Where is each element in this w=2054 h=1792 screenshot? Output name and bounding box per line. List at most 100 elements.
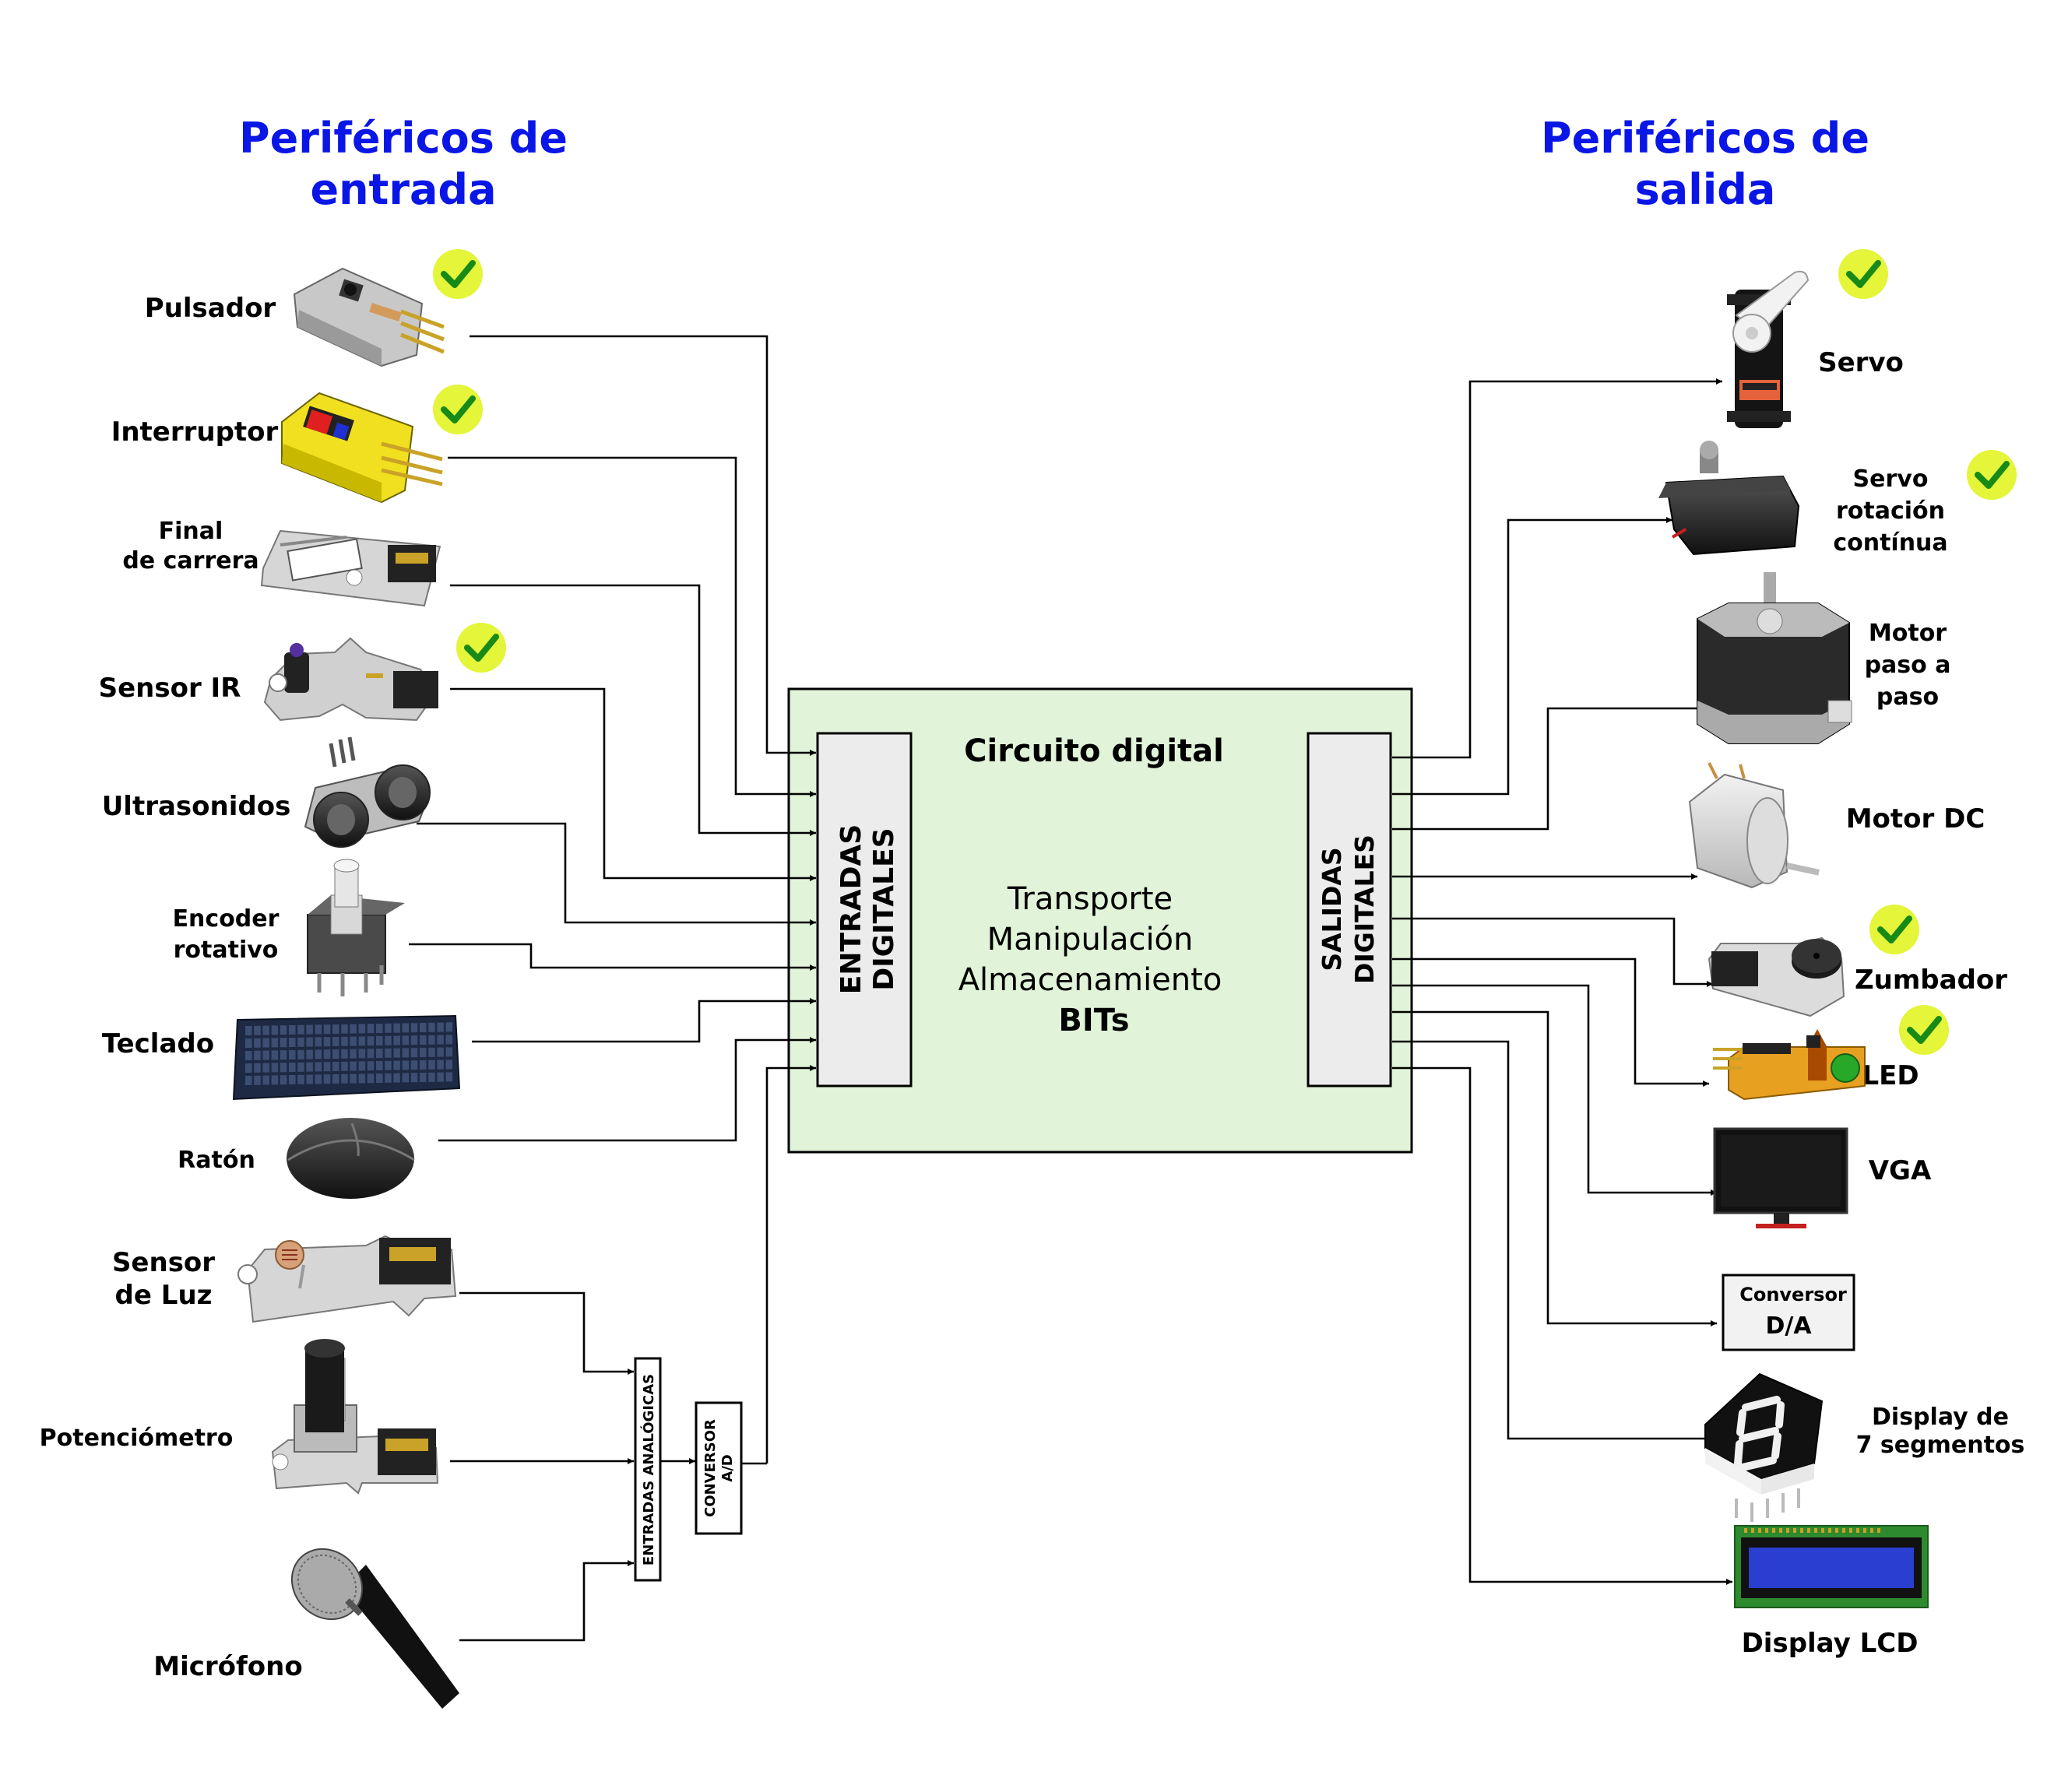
- analog-inputs-block: ENTRADAS ANALÓGICAS: [634, 1357, 662, 1582]
- keyboard-key: [289, 1025, 296, 1035]
- check-icon-servo-continuo: [1967, 450, 2017, 500]
- keyboard-key: [289, 1063, 296, 1072]
- digital-circuit-block: ENTRADAS DIGITALES SALIDAS DIGITALES Cir…: [787, 687, 1413, 1154]
- keyboard-key: [367, 1024, 375, 1034]
- keyboard-key: [410, 1060, 418, 1070]
- keyboard-key: [323, 1062, 331, 1072]
- label-stepper-line-1: Motor: [1869, 620, 1947, 647]
- light-sensor-module-icon: [237, 1235, 457, 1323]
- digital-inputs-box: [816, 732, 913, 1087]
- label-microfono: Micrófono: [153, 1651, 302, 1682]
- keyboard-key: [428, 1059, 435, 1070]
- keyboard-key: [280, 1075, 287, 1085]
- label-servo-cont-line-3: contínua: [1833, 529, 1947, 557]
- keyboard-key: [350, 1036, 357, 1046]
- stepper-motor-icon: [1697, 572, 1852, 744]
- dc-motor-icon: [1688, 762, 1820, 889]
- keyboard-key: [410, 1035, 418, 1045]
- keyboard-key: [437, 1072, 444, 1082]
- label-final-line-2: de carrera: [122, 547, 259, 574]
- check-icon-zumbador: [1869, 905, 1919, 954]
- keyboard-key: [332, 1074, 339, 1084]
- keyboard-key: [262, 1075, 269, 1085]
- keyboard-key: [428, 1022, 435, 1032]
- keyboard-key: [315, 1024, 322, 1035]
- output-wires: [1392, 378, 1732, 1585]
- keyboard-key: [280, 1038, 287, 1048]
- keyboard-key: [385, 1048, 392, 1058]
- keyboard-key: [402, 1035, 410, 1045]
- circuit-line-almacenamiento: Almacenamiento: [958, 962, 1222, 998]
- keyboard-key: [271, 1050, 279, 1060]
- keyboard-key: [358, 1024, 366, 1034]
- label-ultrasonidos: Ultrasonidos: [102, 791, 291, 822]
- keyboard-key: [332, 1049, 339, 1059]
- inputs-heading-line-2: entrada: [310, 165, 496, 214]
- keyboard-key: [332, 1037, 339, 1046]
- label-sensor-luz-line-1: Sensor: [112, 1247, 215, 1278]
- keyboard-key: [297, 1024, 304, 1035]
- keyboard-key: [428, 1072, 435, 1082]
- label-sensor-luz-line-2: de Luz: [115, 1280, 213, 1311]
- keyboard-key: [341, 1036, 348, 1046]
- keyboard-key: [254, 1025, 261, 1035]
- keyboard-key: [245, 1076, 252, 1085]
- keyboard-key: [437, 1047, 444, 1057]
- keyboard-key: [393, 1023, 400, 1033]
- keyboard-key: [323, 1049, 331, 1059]
- keyboard-key: [297, 1074, 304, 1084]
- label-raton: Ratón: [178, 1147, 255, 1174]
- analog-inputs-label: ENTRADAS ANALÓGICAS: [640, 1374, 657, 1565]
- keyboard-key: [367, 1061, 375, 1071]
- keyboard-key: [306, 1049, 313, 1059]
- keyboard-key: [420, 1023, 427, 1032]
- keyboard-key: [254, 1063, 261, 1073]
- keyboard-key: [315, 1074, 322, 1084]
- keyboard-key: [437, 1022, 444, 1032]
- circuit-title: Circuito digital: [964, 733, 1224, 769]
- label-encoder-line-1: Encoder: [173, 905, 280, 933]
- keyboard-key: [350, 1073, 357, 1084]
- keyboard-key: [445, 1035, 453, 1045]
- digital-inputs-label-2: DIGITALES: [868, 827, 900, 990]
- keyboard-key: [367, 1036, 375, 1046]
- label-stepper-line-3: paso: [1876, 683, 1939, 711]
- keyboard-key: [306, 1074, 313, 1084]
- keyboard-key: [410, 1073, 418, 1083]
- keyboard-key: [315, 1049, 322, 1059]
- keyboard-key: [402, 1048, 410, 1058]
- keyboard-key: [410, 1048, 418, 1058]
- check-icon-led: [1899, 1005, 1949, 1055]
- digital-outputs-box: [1307, 732, 1392, 1087]
- keyboard-key: [402, 1023, 410, 1033]
- microphone-icon: [290, 1548, 459, 1709]
- keyboard-key: [254, 1038, 261, 1048]
- servo-icon: [1727, 270, 1810, 428]
- ad-converter-label-2: A/D: [719, 1454, 736, 1481]
- label-final-line-1: Final: [159, 518, 223, 545]
- keyboard-key: [445, 1047, 453, 1057]
- circuit-line-manipulacion: Manipulación: [987, 922, 1194, 957]
- keyboard-key: [289, 1038, 296, 1047]
- keyboard-key: [376, 1036, 383, 1045]
- circuit-line-bits: BITs: [1058, 1003, 1129, 1038]
- keyboard-key: [410, 1023, 418, 1033]
- keyboard-key: [280, 1025, 287, 1035]
- keyboard-key: [393, 1060, 400, 1070]
- keyboard-key: [437, 1035, 444, 1045]
- label-pulsador: Pulsador: [145, 293, 276, 324]
- keyboard-key: [402, 1060, 410, 1070]
- rotary-encoder-icon: [307, 859, 405, 996]
- keyboard-key: [350, 1061, 357, 1071]
- digital-inputs-label-1: ENTRADAS: [835, 824, 867, 995]
- keyboard-key: [393, 1048, 400, 1058]
- keyboard-key: [280, 1050, 287, 1060]
- ad-converter-label-1: CONVERSOR: [702, 1419, 719, 1517]
- keyboard-key: [271, 1038, 279, 1048]
- keyboard-key: [385, 1023, 392, 1033]
- keyboard-key: [271, 1063, 279, 1073]
- keyboard-key: [358, 1049, 366, 1059]
- keyboard-key: [350, 1049, 357, 1059]
- label-zumbador: Zumbador: [1855, 965, 2007, 996]
